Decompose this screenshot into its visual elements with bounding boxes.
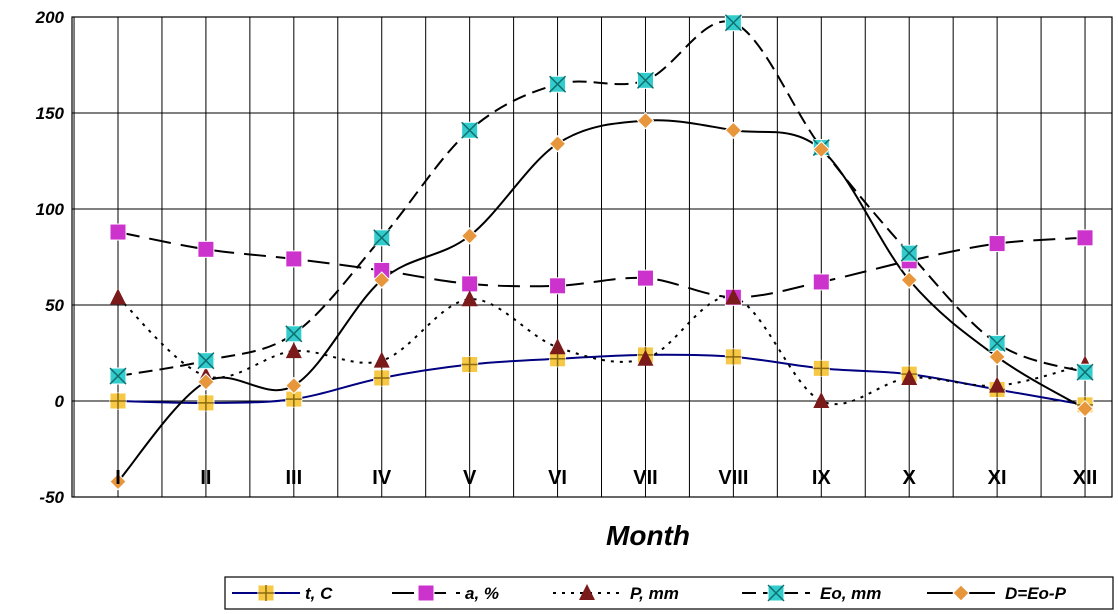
x-tick-label: V [463,467,477,489]
legend-label-1: a, % [465,584,499,603]
series-1-point [549,277,567,295]
series-4-point [724,121,743,139]
legend-label-2: P, mm [630,584,679,603]
legend: t, C a, % P, mm Eo, mm D=Eo-P [224,576,1114,610]
x-tick-label: IX [812,467,832,489]
series-0-point [724,348,742,366]
legend-marker-4 [952,584,970,602]
series-1-point [285,250,303,268]
y-tick-label: 150 [36,104,65,123]
x-tick-label: VII [633,467,657,489]
x-tick-label: I [115,467,121,489]
series-3-point [1076,363,1094,381]
x-tick-label: IV [372,467,392,489]
x-tick-label: VI [548,467,567,489]
series-4-point [460,227,479,245]
series-2-point [989,376,1006,393]
series-3-point [461,121,479,139]
series-4-point [812,140,831,159]
series-3-point [549,75,567,93]
series-2-point [373,351,390,368]
series-4-point [373,271,391,289]
series-4-point [197,373,215,391]
series-4-point [1076,399,1094,418]
series-lines [117,20,1086,483]
series-2-point [461,290,478,307]
series-2-point [901,368,918,385]
legend-label-4: D=Eo-P [1005,584,1067,603]
series-4-point [988,348,1006,366]
series-1-point [1076,229,1094,247]
x-tick-label: XII [1073,467,1097,489]
y-tick-label: 0 [55,392,65,411]
legend-label-0: t, C [305,584,333,603]
series-0-point [812,359,830,377]
series-markers [109,14,1094,491]
series-0-point [461,356,479,374]
series-2-point [637,349,654,366]
legend-marker-3 [767,584,785,602]
series-4-point [636,111,655,130]
series-1-point [812,273,830,291]
series-2-point [110,288,126,305]
x-axis-ticks: I II III IV V VI VII VIII IX X XI XII [115,467,1097,489]
series-1-point [109,223,127,241]
series-3-point [988,334,1006,352]
series-2-point [813,392,830,408]
x-tick-label: VIII [718,467,748,489]
series-0-point [109,392,127,410]
y-tick-label: -50 [39,488,64,507]
series-3-point [636,71,655,89]
series-line-1 [117,231,1086,299]
series-3-point [900,244,918,262]
series-2-point [285,342,302,359]
series-line-4 [117,119,1086,483]
plot-frame [71,16,1113,498]
series-4-point [285,376,303,395]
series-1-point [197,240,215,258]
series-3-point [285,325,303,343]
y-tick-label: 50 [45,296,64,315]
series-0-point [197,394,215,412]
x-tick-label: XI [988,467,1007,489]
x-axis-label: Month [606,520,690,551]
series-4-point [109,472,127,491]
series-1-point [636,269,654,287]
series-1-point [461,275,479,293]
series-0-point [373,369,391,387]
series-2-point [549,338,566,355]
legend-marker-2 [579,584,595,600]
y-axis-ticks: 200 150 100 50 0 -50 [35,8,65,507]
grid [71,16,1113,498]
series-line-0 [117,353,1086,406]
series-2-point [725,288,742,305]
legend-marker-1 [417,584,435,602]
x-tick-label: III [285,467,302,489]
x-tick-label: X [903,467,917,489]
series-3-point [109,367,127,385]
legend-marker-0 [257,584,275,602]
series-3-point [197,352,215,370]
x-tick-label: II [200,467,211,489]
series-line-3 [117,20,1086,378]
y-tick-label: 200 [35,8,65,27]
series-3-point [373,229,391,247]
series-4-point [548,135,567,153]
legend-label-3: Eo, mm [820,584,881,603]
series-0-point [549,350,567,368]
series-3-point [724,14,742,32]
series-1-point [988,235,1006,253]
y-tick-label: 100 [36,200,65,219]
series-4-point [900,271,918,289]
